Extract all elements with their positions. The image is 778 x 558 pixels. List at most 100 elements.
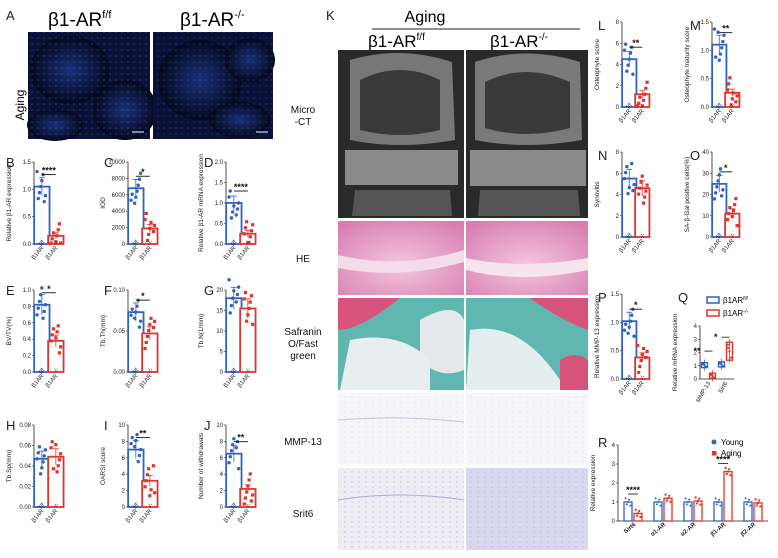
data-point: [757, 501, 759, 504]
data-point: [135, 189, 139, 193]
data-point: [51, 327, 56, 331]
data-point: [55, 234, 59, 238]
data-point: [232, 289, 236, 293]
y-axis-label: Osteophyte maturity score: [684, 26, 691, 102]
x-tick-label: β1AR: [237, 508, 252, 524]
x-tick-label: β1AR: [631, 380, 646, 396]
data-point: [149, 316, 153, 321]
data-point: [725, 88, 730, 92]
data-point: [138, 171, 143, 175]
data-point: [36, 451, 40, 455]
x-tick-label: α1-AR: [650, 522, 668, 538]
data-point: [698, 497, 701, 500]
data-point: [147, 467, 151, 471]
y-tick-label: 0.05: [113, 329, 125, 335]
data-point: [41, 316, 45, 320]
x-tick-sup: -/-: [52, 502, 60, 510]
data-point: [734, 100, 738, 104]
y-tick-label: 2: [694, 351, 698, 357]
sig-label: **: [693, 346, 701, 356]
row-label-he: HE: [296, 254, 310, 265]
data-point: [249, 294, 254, 298]
x-tick-label: β1AR: [237, 245, 252, 261]
data-point: [635, 514, 638, 517]
y-tick-label: 1.0: [23, 288, 32, 294]
data-point: [644, 355, 648, 360]
bar-aging: [723, 470, 733, 522]
x-tick-label: β1-AR: [710, 522, 728, 538]
data-point: [716, 30, 720, 34]
y-tick-label: 1: [694, 364, 698, 370]
data-point: [718, 52, 723, 56]
data-point: [245, 220, 249, 224]
data-point: [228, 455, 232, 459]
data-point: [735, 224, 739, 228]
data-point: [731, 209, 736, 213]
y-tick-label: 0.04: [19, 464, 31, 470]
data-point: [153, 491, 157, 495]
data-point: [143, 346, 147, 351]
y-tick-label: 0: [616, 235, 620, 241]
data-point: [144, 340, 148, 345]
data-point: [728, 468, 731, 471]
y-tick-label: 2: [220, 489, 224, 495]
data-point: [712, 376, 716, 379]
data-point: [635, 343, 640, 348]
data-point: [730, 215, 734, 219]
data-point: [725, 473, 728, 475]
data-point: [728, 206, 732, 210]
data-point: [134, 438, 138, 443]
data-point: [236, 467, 241, 471]
panel-a: A β1-ARf/f β1-AR-/- Aging: [6, 8, 275, 141]
y-tick-label: 15: [216, 309, 223, 315]
legend-q-ko-label: β1AR-/-: [723, 309, 749, 318]
data-point: [716, 179, 720, 183]
x-tick-label: β1AR: [721, 108, 736, 124]
data-point: [249, 229, 254, 233]
data-point: [639, 516, 642, 518]
data-point: [718, 167, 723, 171]
data-point: [640, 104, 644, 108]
data-point: [229, 449, 234, 453]
data-point: [35, 313, 39, 317]
data-point: [727, 470, 729, 473]
data-point: [227, 461, 231, 465]
x-tick-sup: -/-: [639, 102, 647, 110]
data-point: [130, 435, 134, 440]
data-point: [727, 212, 731, 216]
data-point: [230, 296, 235, 300]
data-point: [754, 498, 757, 501]
data-point: [144, 211, 148, 216]
data-point: [59, 345, 63, 349]
data-point: [644, 189, 648, 193]
data-point: [668, 494, 671, 497]
x-tick-sup: -/-: [146, 502, 154, 510]
y-tick-label: 0.0: [701, 105, 710, 111]
y-tick-label: 0: [706, 235, 710, 241]
panel-letter-o: O: [690, 148, 700, 163]
data-point: [230, 443, 235, 447]
data-point: [227, 278, 231, 282]
data-point: [715, 503, 718, 506]
x-tick-label: β1AR: [45, 245, 60, 261]
panel-letter-n: N: [598, 148, 607, 163]
data-point: [637, 192, 641, 196]
data-point: [56, 228, 60, 232]
y-axis-label: Tb.N(1/mm): [198, 314, 205, 349]
data-point: [747, 501, 749, 503]
chart-panel-p: P 0.0 0.5 1.0 1.5 Relative MMP-13 expression β…: [594, 290, 651, 396]
data-point: [37, 445, 42, 449]
data-point: [136, 183, 140, 187]
data-point: [234, 300, 238, 304]
x-tick-label: β2-AR: [740, 522, 758, 538]
y-tick-label: 0: [122, 242, 126, 248]
y-axis-label: Synovitis: [594, 181, 601, 208]
x-tick-label: MMP-13: [696, 380, 713, 403]
chart-panel-m: M 0.0 0.5 1.0 1.5 Osteophyte maturity score β1…: [684, 18, 741, 124]
sig-label: *: [47, 284, 51, 294]
data-point: [626, 331, 630, 335]
y-tick-label: 2: [122, 489, 126, 495]
panel-letter-e: E: [6, 283, 15, 298]
y-tick-label: 4: [612, 443, 616, 449]
